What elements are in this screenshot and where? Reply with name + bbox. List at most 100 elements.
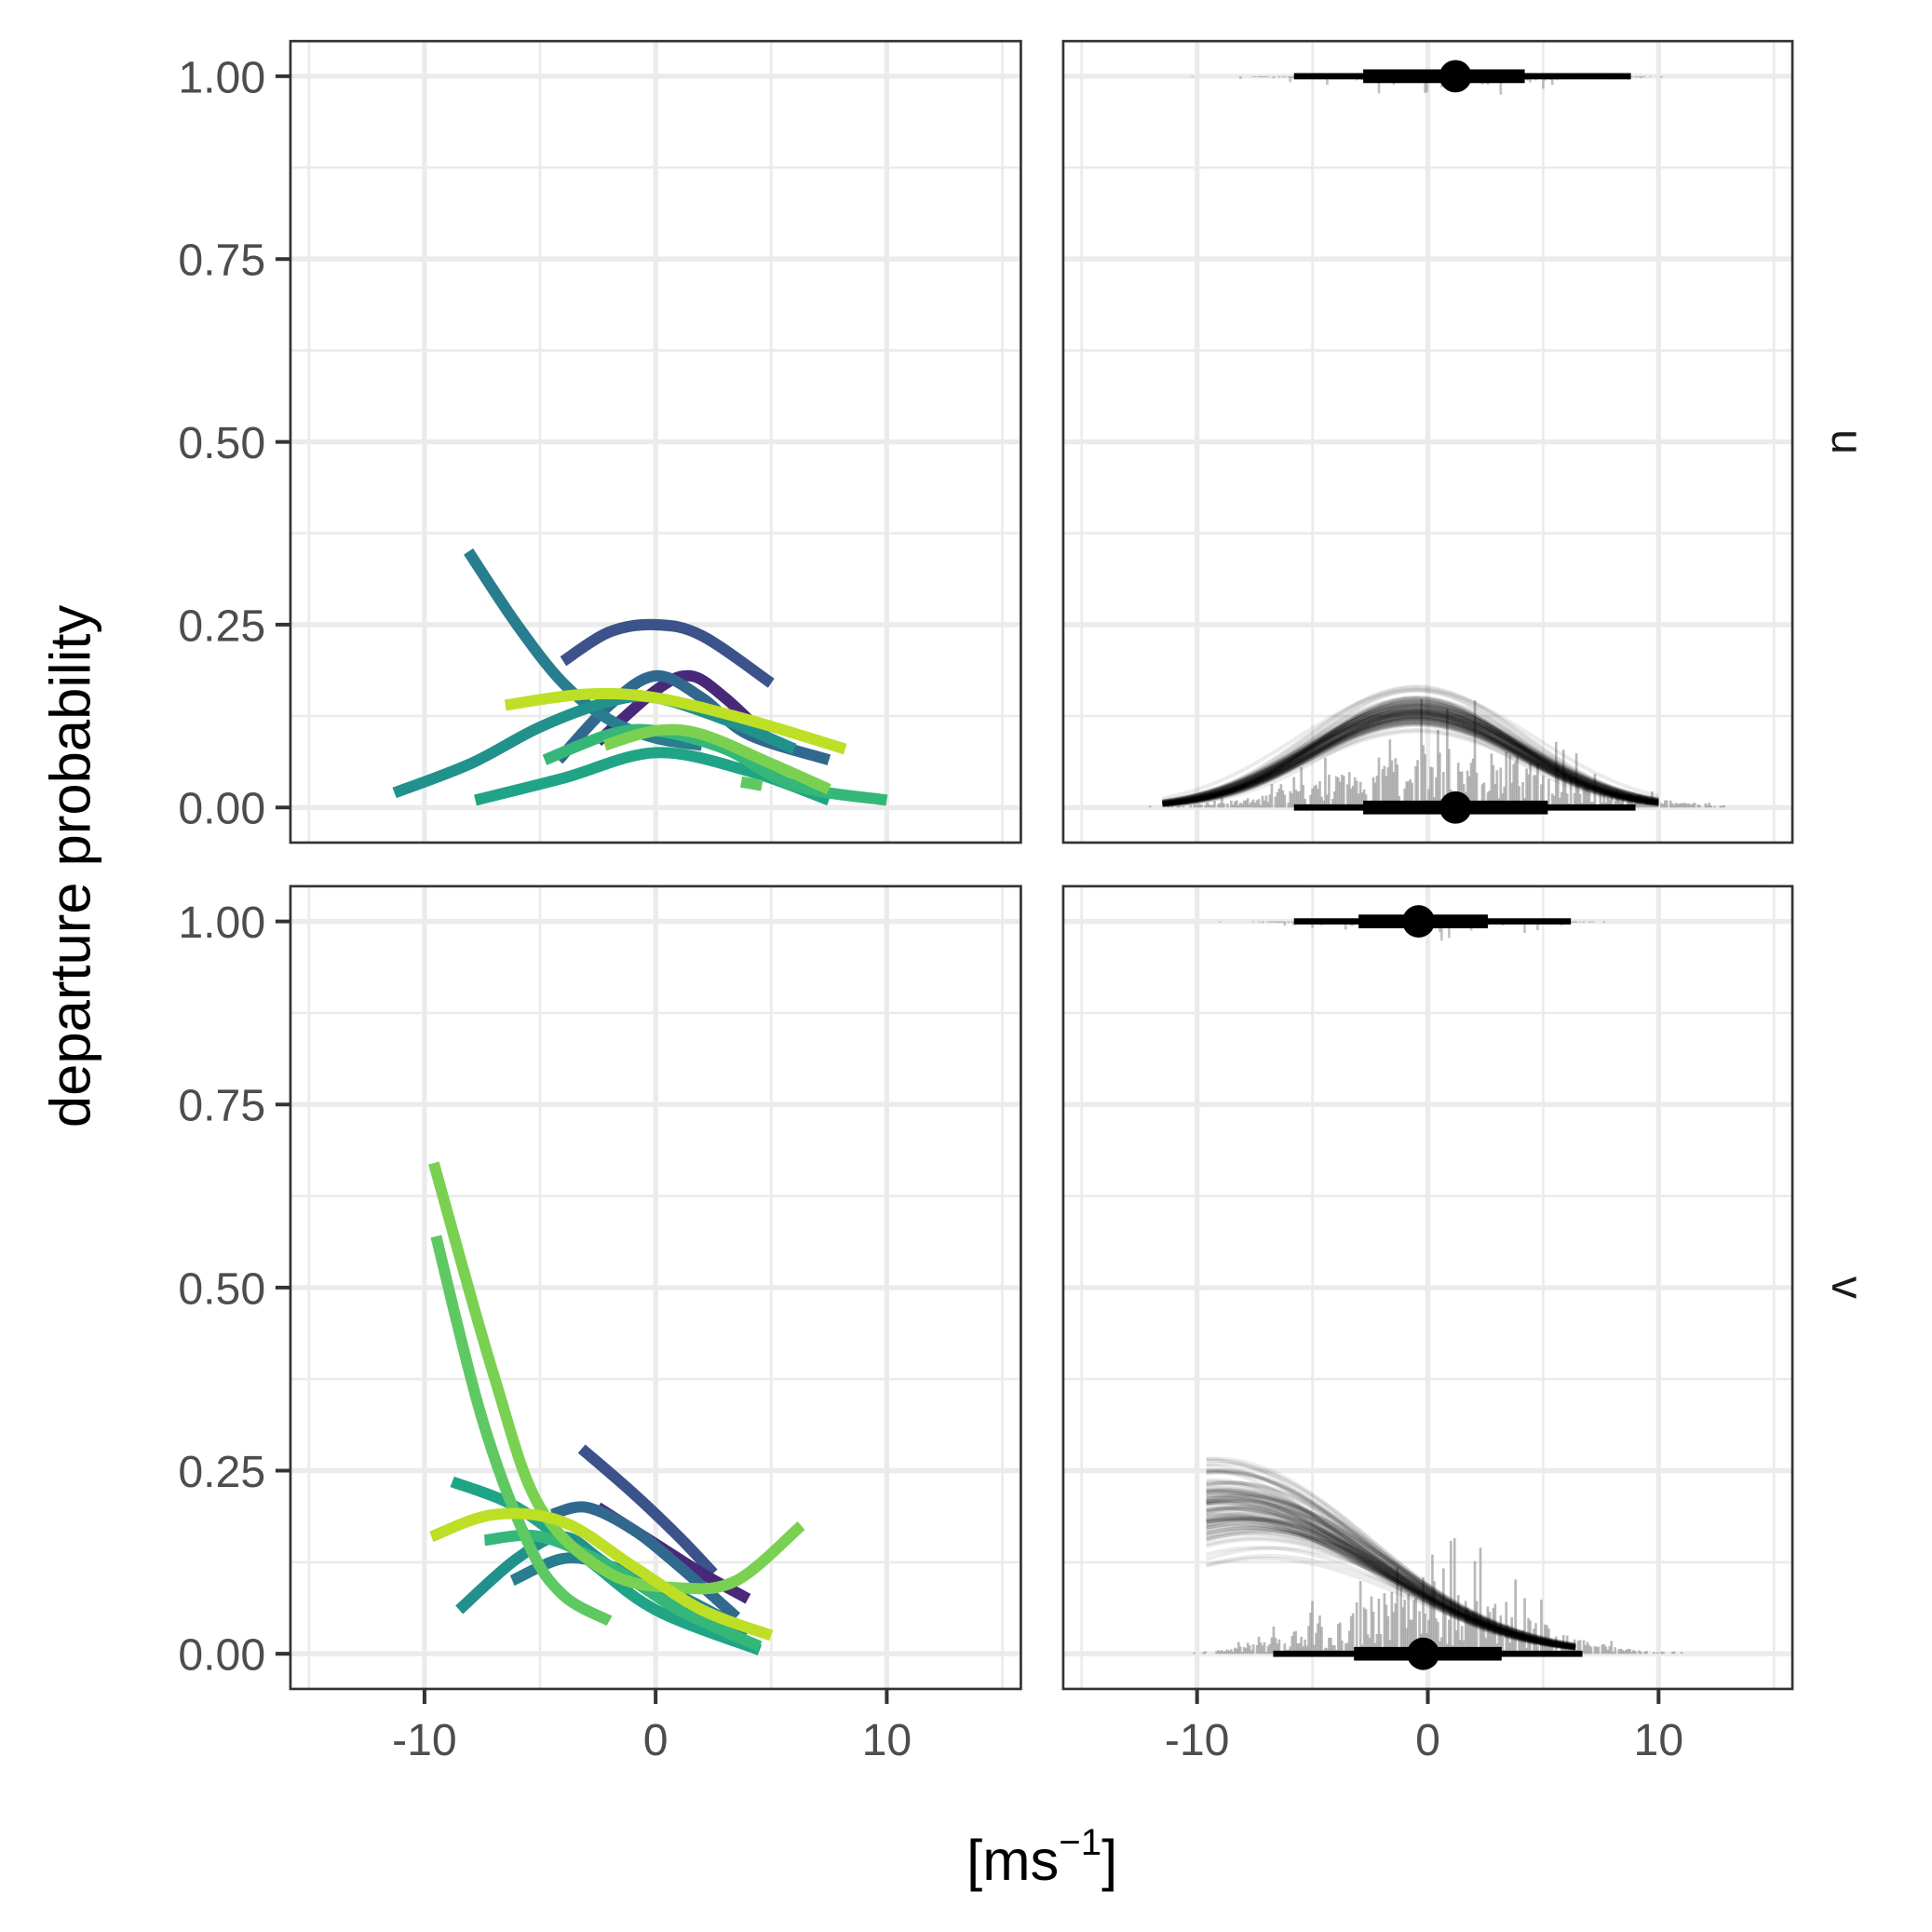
- posterior-draw: [1206, 1493, 1576, 1648]
- posterior-draw: [1206, 1529, 1576, 1649]
- posterior-draw: [1162, 700, 1659, 806]
- posterior-draw: [1162, 715, 1659, 807]
- posterior-draw: [1206, 1480, 1576, 1648]
- y-tick-label: 0.25: [178, 1447, 265, 1497]
- x-tick-label: -10: [392, 1715, 457, 1765]
- plot-area: [1193, 905, 1683, 1670]
- posterior-draw: [1162, 711, 1659, 804]
- posterior-draw: [1206, 1467, 1576, 1650]
- posterior-draw: [1206, 1529, 1576, 1646]
- posterior-draw: [1162, 709, 1659, 806]
- posterior-draw: [1162, 713, 1659, 807]
- posterior-draw: [1206, 1487, 1576, 1650]
- posterior-draw: [1206, 1458, 1576, 1650]
- interval-median-point: [1407, 1637, 1439, 1670]
- posterior-draw: [1162, 713, 1659, 806]
- group-curve: [428, 1161, 805, 1595]
- posterior-draw: [1162, 699, 1659, 806]
- posterior-draw: [1162, 688, 1659, 806]
- x-tick-label: 10: [1634, 1715, 1684, 1765]
- posterior-draw: [1162, 710, 1659, 806]
- posterior-draw: [1206, 1513, 1576, 1649]
- x-tick-label: 0: [1415, 1715, 1440, 1765]
- posterior-draw: [1206, 1525, 1576, 1647]
- posterior-draw: [1162, 710, 1659, 805]
- posterior-draw: [1206, 1486, 1576, 1650]
- posterior-draw: [1162, 708, 1659, 804]
- posterior-draw: [1162, 703, 1659, 804]
- posterior-draw: [1206, 1521, 1576, 1649]
- posterior-draw: [1206, 1468, 1576, 1650]
- posterior-draw: [1162, 702, 1659, 804]
- y-tick-label: 0.50: [178, 1263, 265, 1314]
- posterior-draw: [1162, 714, 1659, 806]
- posterior-draw: [1162, 727, 1659, 805]
- posterior-draw: [1162, 696, 1659, 805]
- plot-area: [428, 1161, 805, 1655]
- posterior-draw: [1206, 1467, 1576, 1652]
- posterior-draw: [1206, 1479, 1576, 1651]
- posterior-draw: [1206, 1498, 1576, 1651]
- group-curve: [542, 723, 888, 806]
- posterior-draw: [1162, 716, 1659, 806]
- posterior-draw: [1206, 1498, 1576, 1650]
- posterior-draw: [1206, 1478, 1576, 1651]
- posterior-draw: [1162, 723, 1659, 808]
- posterior-draw: [1162, 706, 1659, 807]
- posterior-draw: [1206, 1515, 1576, 1648]
- posterior-draw: [1162, 696, 1659, 807]
- posterior-draw: [1206, 1518, 1576, 1651]
- panel-border: [1061, 39, 1794, 844]
- posterior-draw: [1206, 1515, 1576, 1649]
- x-axis-title-base: [ms: [966, 1829, 1059, 1893]
- posterior-draw: [1162, 700, 1659, 806]
- posterior-draw: [1206, 1511, 1576, 1651]
- posterior-draw: [1206, 1498, 1576, 1648]
- posterior-draw: [1206, 1497, 1576, 1648]
- posterior-draw: [1206, 1506, 1576, 1650]
- posterior-draw: [1162, 699, 1659, 806]
- posterior-draw: [1206, 1486, 1576, 1650]
- posterior-draw: [1162, 707, 1659, 806]
- posterior-draw: [1162, 707, 1659, 804]
- posterior-draw: [1206, 1494, 1576, 1648]
- posterior-draw: [1162, 716, 1659, 806]
- posterior-draw: [1162, 702, 1659, 805]
- posterior-draw: [1162, 712, 1659, 805]
- posterior-draw: [1162, 716, 1659, 806]
- posterior-draw: [1206, 1515, 1576, 1650]
- posterior-draw: [1162, 698, 1659, 806]
- posterior-draw: [1162, 721, 1659, 806]
- posterior-draw: [1162, 709, 1659, 807]
- posterior-draw: [1162, 685, 1659, 804]
- posterior-draw: [1162, 711, 1659, 804]
- posterior-draw: [1206, 1479, 1576, 1649]
- posterior-draw: [1162, 719, 1659, 805]
- posterior-draw: [1162, 710, 1659, 807]
- posterior-draw: [1206, 1516, 1576, 1649]
- posterior-draw: [1162, 709, 1659, 804]
- posterior-draw: [1206, 1457, 1576, 1651]
- posterior-draw: [1206, 1462, 1576, 1649]
- posterior-draw: [1162, 716, 1659, 805]
- posterior-draw: [1206, 1490, 1576, 1650]
- posterior-draw: [1162, 709, 1659, 808]
- posterior-draw: [1162, 713, 1659, 807]
- group-curve: [504, 687, 847, 755]
- posterior-draw: [1206, 1556, 1576, 1649]
- posterior-draw: [1206, 1517, 1576, 1650]
- x-axis-title-end: ]: [1101, 1829, 1117, 1893]
- posterior-draw: [1206, 1495, 1576, 1650]
- posterior-draw: [1206, 1512, 1576, 1650]
- posterior-draw: [1206, 1546, 1576, 1647]
- posterior-draw: [1206, 1517, 1576, 1651]
- posterior-draw: [1162, 696, 1659, 806]
- posterior-draw: [1162, 704, 1659, 806]
- posterior-draw: [1206, 1469, 1576, 1650]
- plot-area: [392, 548, 888, 806]
- posterior-draw: [1162, 708, 1659, 803]
- posterior-draw: [1206, 1500, 1576, 1651]
- posterior-draw: [1206, 1492, 1576, 1648]
- facet-strip-label: v: [1822, 1277, 1872, 1299]
